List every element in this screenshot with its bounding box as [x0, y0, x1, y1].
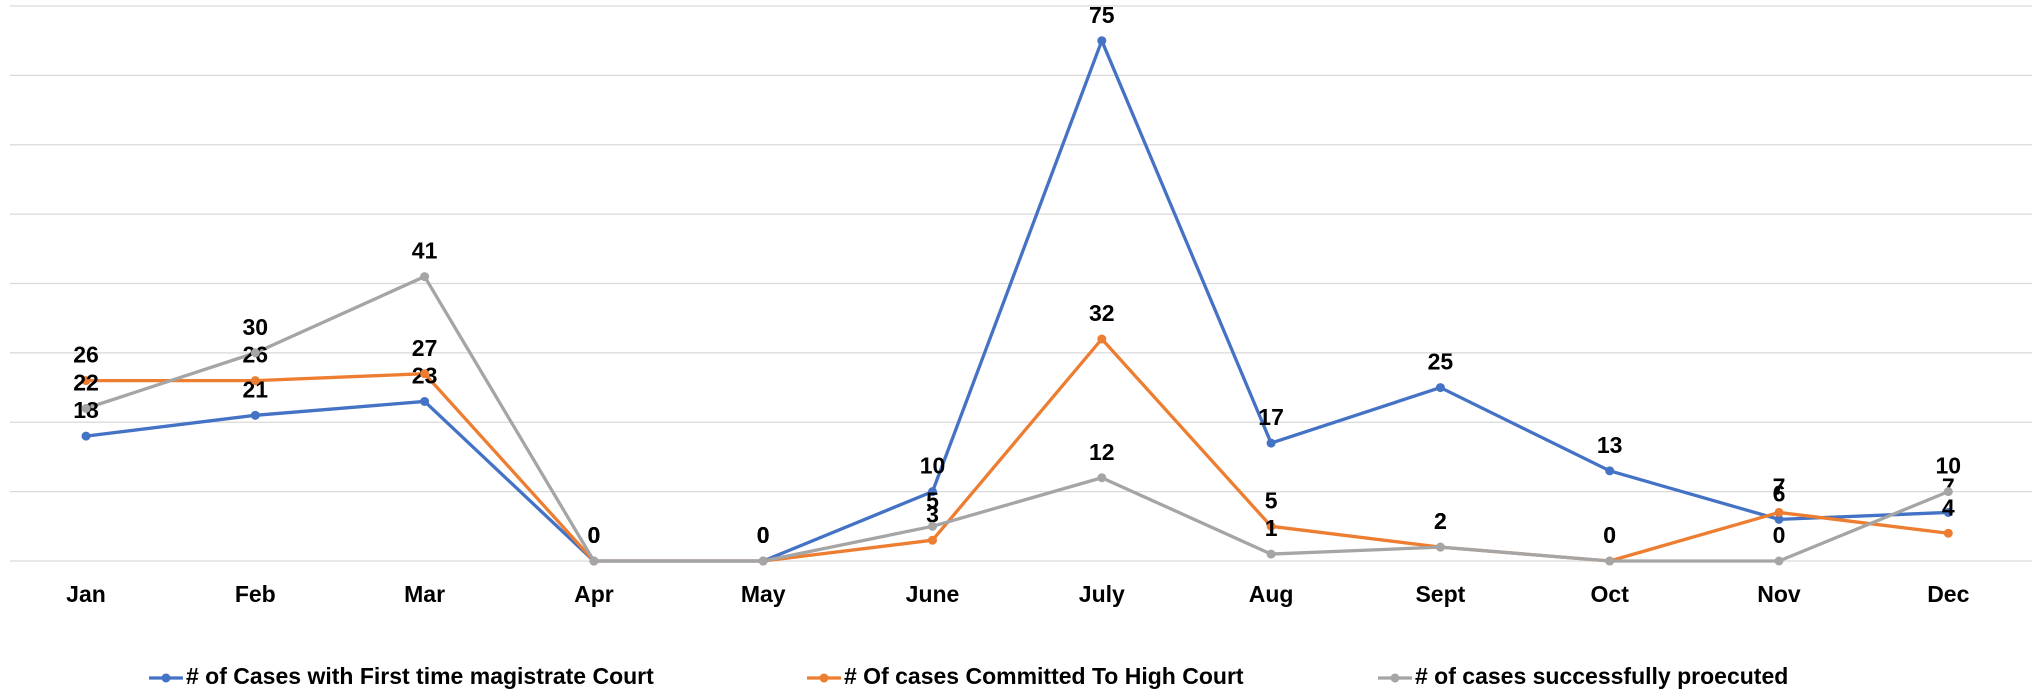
data-label: 10 — [1936, 453, 1962, 479]
data-point — [928, 487, 937, 497]
data-point — [1605, 466, 1615, 476]
legend-label: # of Cases with First time magistrate Co… — [186, 663, 654, 689]
x-tick-label: May — [741, 581, 786, 607]
legend-label: # of cases successfully proecuted — [1415, 663, 1788, 689]
x-tick-label: Feb — [235, 581, 276, 607]
data-point — [1943, 507, 1953, 517]
x-tick-label: Nov — [1757, 581, 1801, 607]
data-label: 32 — [1089, 300, 1115, 326]
data-label: 41 — [412, 238, 438, 264]
data-label: 0 — [757, 522, 770, 548]
x-tick-label: Aug — [1249, 581, 1294, 607]
data-label: 25 — [1428, 349, 1454, 375]
x-tick-label: Mar — [404, 581, 445, 607]
data-point — [1943, 487, 1953, 497]
data-label: 7 — [1773, 474, 1786, 500]
data-label: 0 — [1603, 522, 1616, 548]
data-point — [758, 556, 768, 566]
data-point — [1774, 556, 1784, 566]
data-point — [1097, 36, 1107, 46]
data-label: 0 — [588, 522, 601, 548]
x-tick-label: Oct — [1591, 581, 1630, 607]
data-label: 12 — [1089, 439, 1115, 465]
series-line — [85, 39, 1949, 563]
data-label: 0 — [1603, 522, 1616, 548]
data-label: 22 — [73, 369, 99, 395]
data-point — [1097, 334, 1107, 344]
data-label: 5 — [1265, 487, 1278, 513]
data-point — [420, 272, 430, 282]
x-tick-label: Jan — [66, 581, 106, 607]
data-point — [589, 556, 599, 566]
data-label: 4 — [1942, 494, 1955, 520]
data-label: 10 — [920, 453, 946, 479]
data-point — [1435, 542, 1445, 552]
data-label: 0 — [1773, 522, 1786, 548]
data-point — [1266, 549, 1276, 559]
data-point — [81, 376, 91, 386]
data-label: 6 — [1773, 480, 1786, 506]
legend-marker — [819, 673, 829, 683]
data-point — [250, 348, 260, 358]
data-label: 1 — [1265, 515, 1278, 541]
data-point — [1266, 438, 1276, 448]
plot-area: Jan Feb Mar Apr May June July Aug Sept Oct Nov Dec 1… — [10, 2, 2032, 607]
data-point — [928, 521, 937, 531]
legend-marker — [1390, 673, 1400, 683]
data-label: 26 — [73, 342, 99, 368]
series-line — [85, 274, 1949, 563]
data-point — [250, 376, 260, 386]
x-tick-label: June — [906, 581, 960, 607]
data-point — [81, 431, 91, 441]
data-point — [1097, 473, 1107, 483]
x-tick-label: Apr — [574, 581, 614, 607]
data-label: 0 — [757, 522, 770, 548]
data-point — [250, 410, 260, 420]
data-label: 2 — [1434, 508, 1447, 534]
data-label: 13 — [1597, 432, 1623, 458]
data-label: 5 — [926, 487, 939, 513]
x-tick-label: Sept — [1415, 581, 1465, 607]
data-label: 3 — [926, 501, 939, 527]
data-point — [1605, 556, 1615, 566]
x-tick-label: Dec — [1927, 581, 1969, 607]
data-label: 27 — [412, 335, 438, 361]
data-label: 0 — [757, 522, 770, 548]
data-point — [1435, 383, 1445, 393]
data-label: 0 — [588, 522, 601, 548]
series-line — [86, 337, 1949, 563]
x-tick-label: July — [1079, 581, 1125, 607]
data-label: 2 — [1434, 508, 1447, 534]
data-point — [928, 535, 937, 545]
data-point — [1774, 507, 1784, 517]
data-label: 17 — [1258, 404, 1284, 430]
data-label: 75 — [1089, 2, 1115, 28]
data-point — [1943, 528, 1953, 538]
data-point — [420, 396, 430, 406]
data-point — [1774, 514, 1784, 524]
legend: # of Cases with First time magistrate Co… — [149, 663, 1788, 689]
legend-label: # Of cases Committed To High Court — [844, 663, 1244, 689]
data-point — [81, 403, 91, 413]
data-label: 30 — [243, 314, 269, 340]
data-point — [420, 369, 430, 379]
data-point — [1266, 521, 1276, 531]
legend-marker — [161, 673, 171, 683]
data-label: 0 — [588, 522, 601, 548]
